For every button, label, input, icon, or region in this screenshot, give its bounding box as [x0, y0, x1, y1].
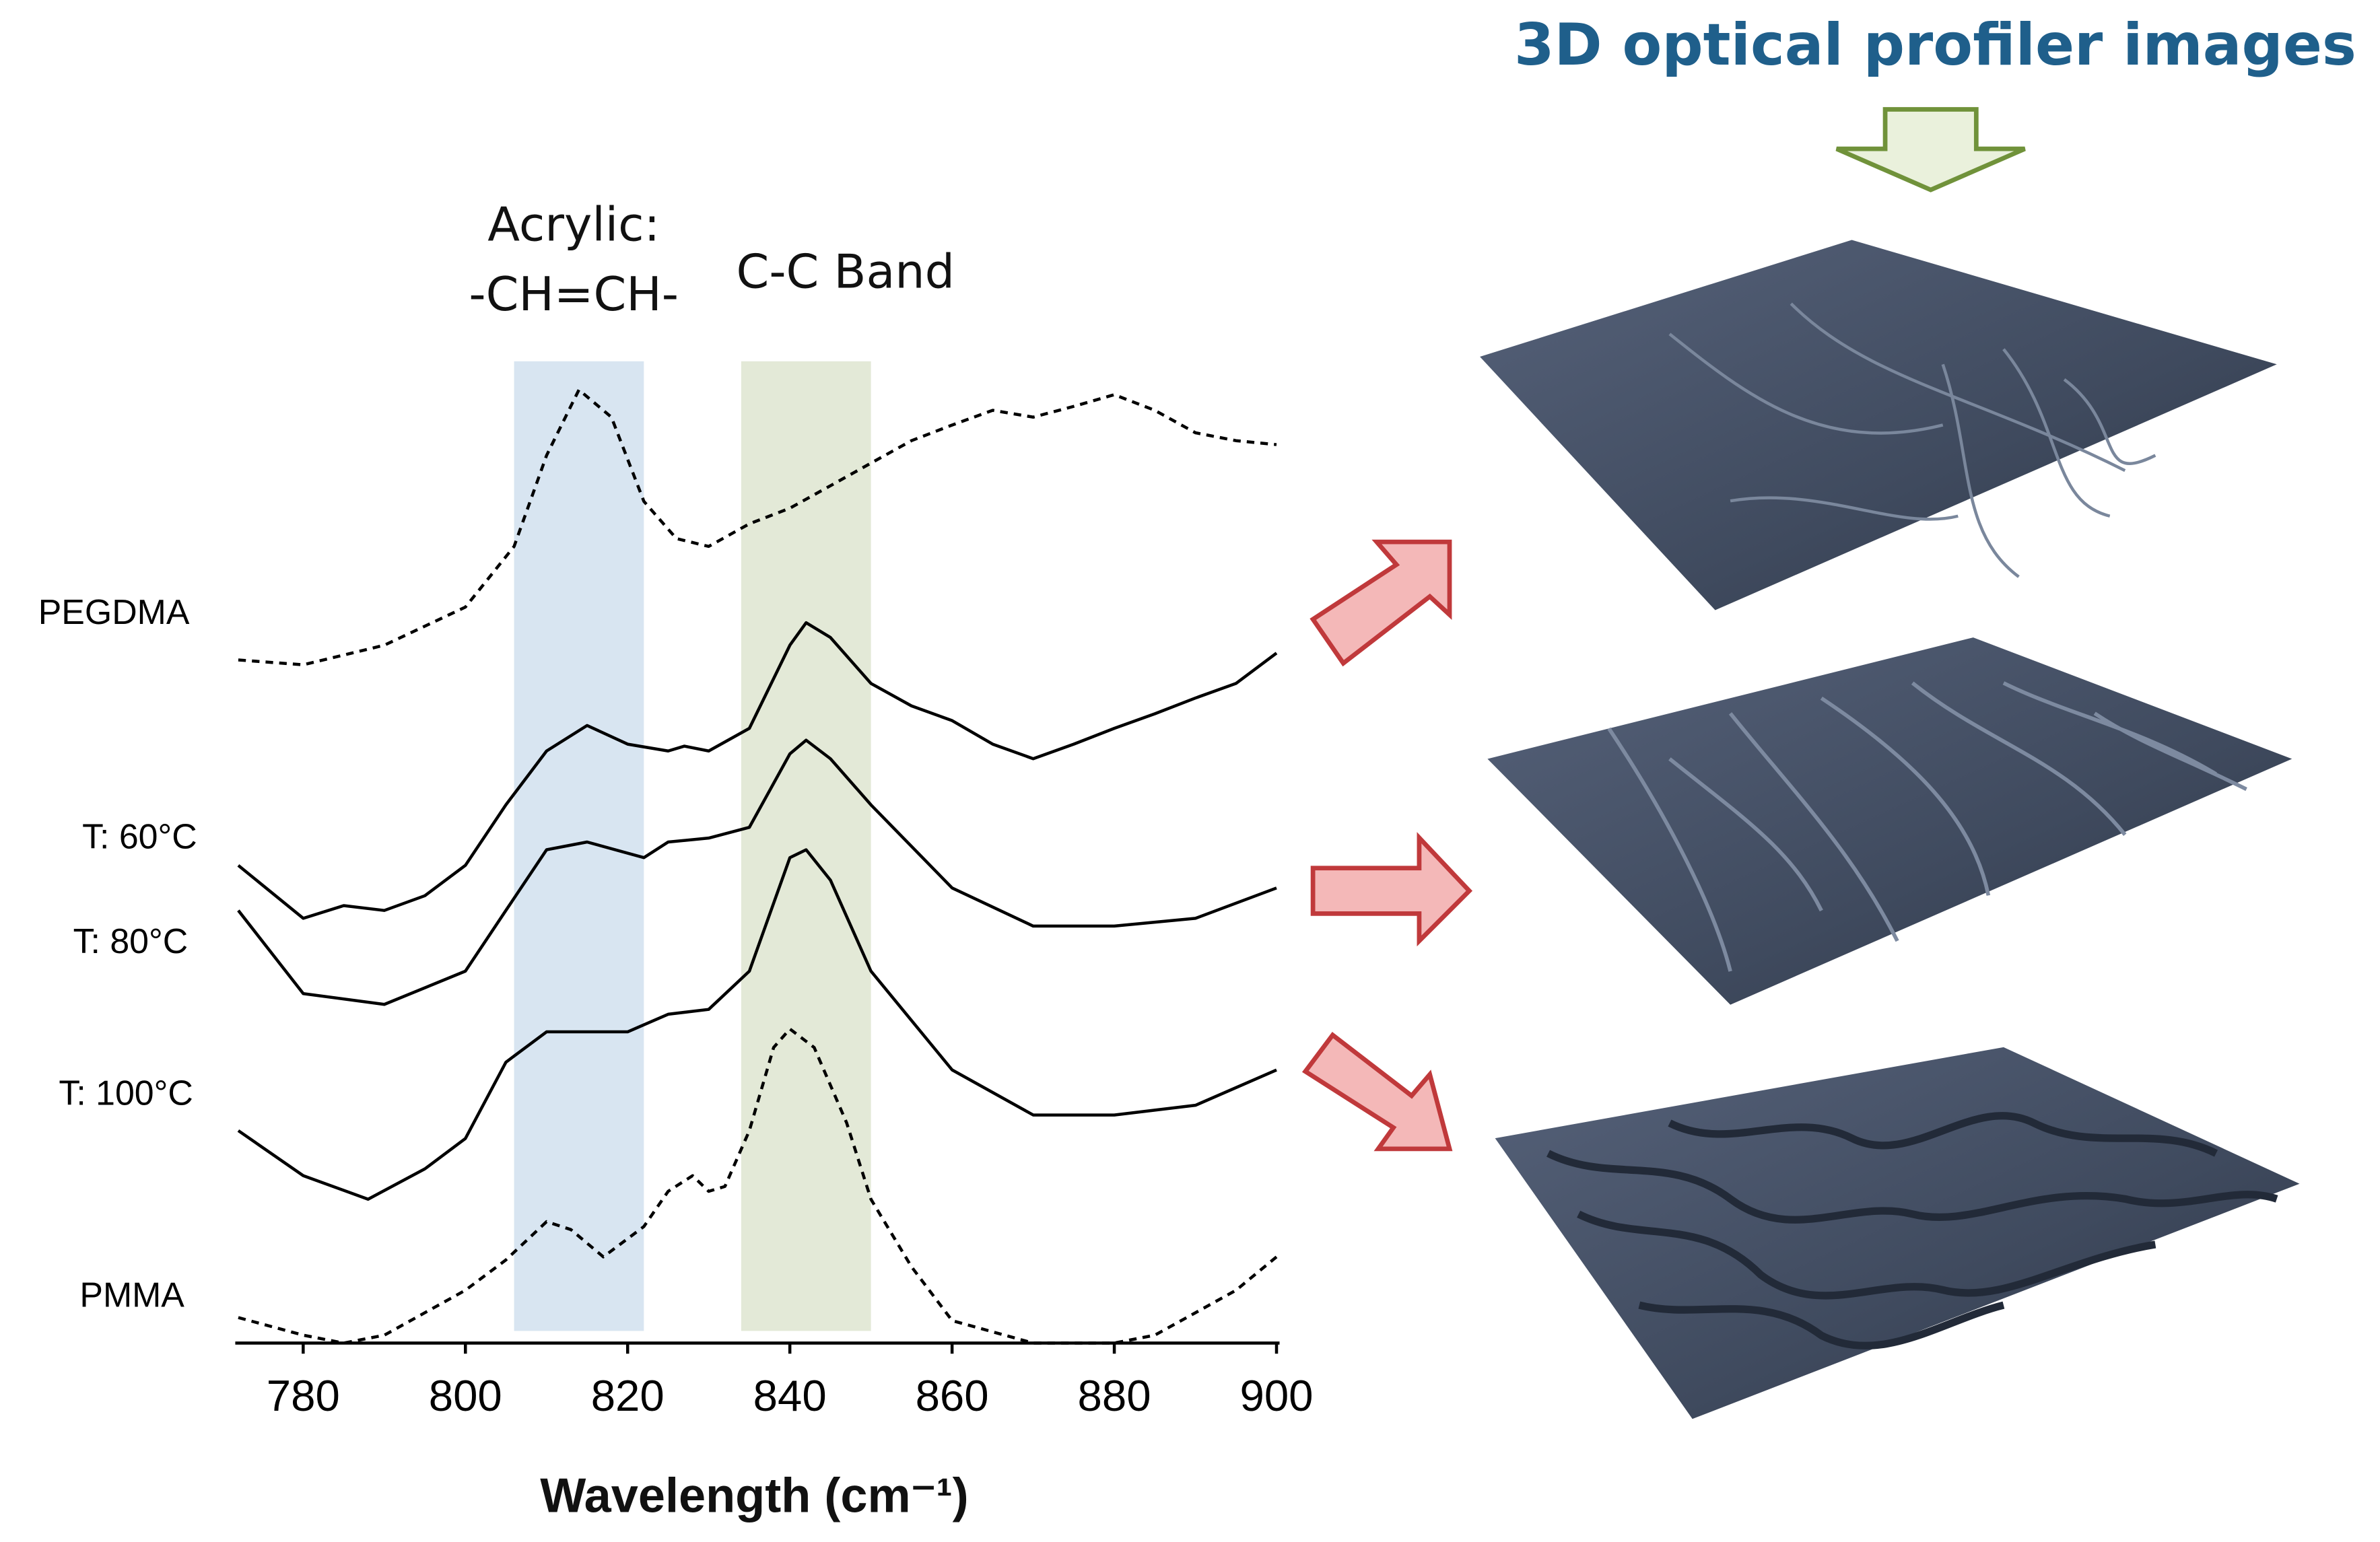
- series-label: T: 100°C: [59, 1074, 193, 1113]
- x-tick-label: 900: [1239, 1371, 1313, 1420]
- x-tick-label: 860: [916, 1371, 989, 1420]
- x-tick-label: 800: [429, 1371, 502, 1420]
- panel-title: 3D optical profiler images: [1514, 11, 2356, 79]
- spectrum-line: [237, 848, 1277, 1201]
- series-label: PMMA: [79, 1275, 184, 1315]
- spectrum-line: [238, 388, 1277, 666]
- down-arrow: [1835, 107, 2026, 192]
- x-tick-label: 780: [267, 1371, 340, 1420]
- band: [514, 361, 644, 1331]
- x-axis-label: Wavelength (cm⁻¹): [540, 1469, 968, 1523]
- x-tick-label: 880: [1078, 1371, 1151, 1420]
- series-label: PEGDMA: [38, 592, 190, 631]
- spectra-chart: Acrylic: -CH=CH- C-C Band PEGDMA T: 60°C T: 8…: [38, 197, 1314, 1522]
- surface-1: [1480, 240, 2277, 610]
- series-label: T: 60°C: [82, 817, 197, 856]
- x-tick-label: 820: [591, 1371, 665, 1420]
- band-annotation: C-C Band: [737, 244, 955, 299]
- surface-2: [1487, 637, 2292, 1005]
- series-label: T: 80°C: [73, 921, 189, 960]
- band-annotation: -CH=CH-: [469, 267, 679, 322]
- arrow-2: [1310, 832, 1473, 947]
- band-annotation: Acrylic:: [487, 197, 660, 252]
- band: [741, 361, 871, 1331]
- surface-3: [1495, 1047, 2300, 1420]
- x-tick-label: 840: [753, 1371, 827, 1420]
- arrow-3: [1301, 1032, 1453, 1152]
- spectrum-line: [237, 738, 1277, 1006]
- arrow-1: [1310, 539, 1452, 667]
- spectrum-line: [237, 621, 1278, 920]
